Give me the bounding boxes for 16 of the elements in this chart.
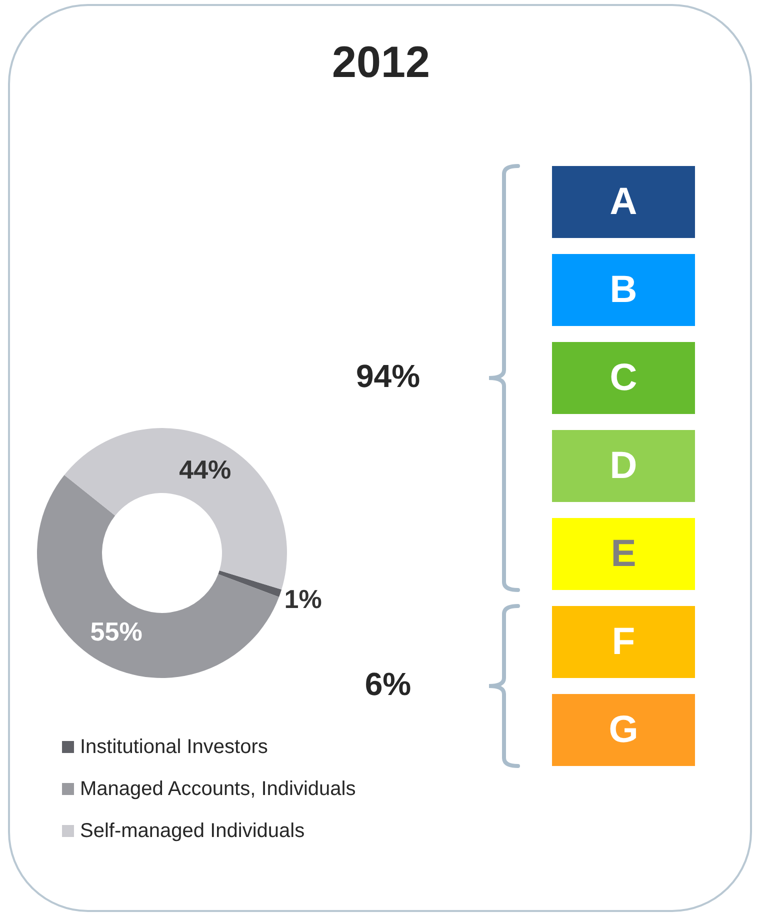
category-label: A — [552, 166, 695, 238]
category-label: F — [552, 606, 695, 678]
text: 6% — [364, 666, 412, 703]
chart-title: 2012 — [331, 38, 431, 88]
category-label: D — [552, 430, 695, 502]
legend-label: Managed Accounts, Individuals — [80, 778, 356, 800]
category-label: B — [552, 254, 695, 326]
category-label: C — [552, 342, 695, 414]
data-label: 1% — [284, 584, 322, 614]
category-label: E — [552, 518, 695, 590]
text: 94% — [354, 358, 422, 395]
legend-label: Self-managed Individuals — [80, 820, 305, 842]
data-label: 44% — [179, 454, 232, 484]
category-label: G — [552, 694, 695, 766]
legend-label: Institutional Investors — [80, 736, 268, 758]
data-label: 55% — [90, 616, 142, 647]
